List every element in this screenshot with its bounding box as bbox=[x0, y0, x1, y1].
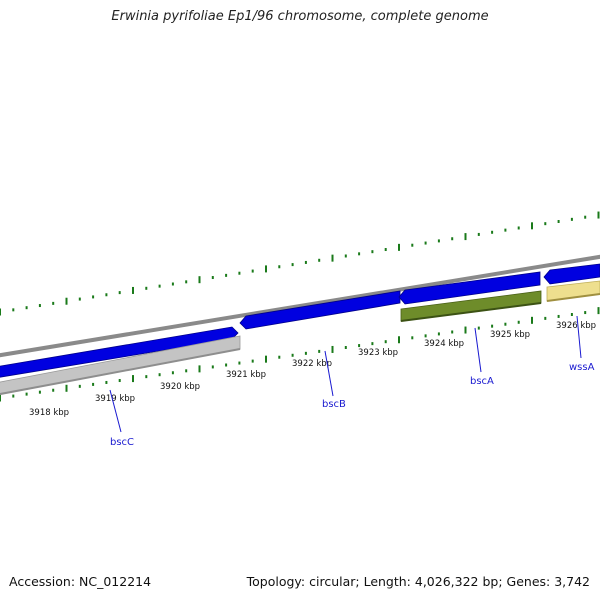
gene-label-bscA[interactable]: bscA bbox=[470, 376, 494, 387]
gene-arrow-bscB-block[interactable] bbox=[239, 290, 401, 330]
scale-labels: 3918 kbp 3919 kbp 3920 kbp 3921 kbp 3922… bbox=[29, 321, 596, 418]
tick-label: 3924 kbp bbox=[424, 339, 464, 349]
gene-arrow-wssA-block[interactable] bbox=[543, 263, 600, 285]
tick-label: 3920 kbp bbox=[160, 382, 200, 392]
tick-label: 3926 kbp bbox=[556, 321, 596, 331]
feature-olive-shadow bbox=[400, 302, 542, 322]
tick-label: 3921 kbp bbox=[226, 370, 266, 380]
feature-yellow[interactable] bbox=[546, 280, 600, 302]
tick-label: 3922 kbp bbox=[292, 359, 332, 369]
chromosome-backbone bbox=[0, 254, 600, 358]
tick-label: 3919 kbp bbox=[95, 394, 135, 404]
gene-label-leaders bbox=[109, 315, 582, 433]
gene-label-bscC[interactable]: bscC bbox=[110, 437, 134, 448]
tick-label: 3918 kbp bbox=[29, 408, 69, 418]
inner-tick-track bbox=[0, 307, 600, 402]
map-title: Erwinia pyrifoliae Ep1/96 chromosome, co… bbox=[111, 9, 489, 24]
topology-text: Topology: circular; Length: 4,026,322 bp… bbox=[246, 574, 590, 589]
feature-gray-shadow bbox=[0, 348, 241, 396]
gene-label-bscB[interactable]: bscB bbox=[322, 399, 346, 410]
leader-bscA bbox=[474, 327, 482, 373]
accession-text: Accession: NC_012214 bbox=[9, 574, 152, 589]
gene-arrow-bscC-block[interactable] bbox=[0, 326, 239, 378]
leader-bscB bbox=[324, 350, 334, 397]
gene-arrow-bscA-block[interactable] bbox=[398, 271, 541, 305]
feature-yellow-shadow bbox=[546, 293, 600, 302]
gene-label-wssA[interactable]: wssA bbox=[569, 362, 595, 373]
leader-wssA bbox=[576, 315, 582, 359]
outer-tick-track bbox=[0, 211, 600, 316]
leader-bscC bbox=[109, 389, 122, 433]
tick-label: 3923 kbp bbox=[358, 348, 398, 358]
tick-label: 3925 kbp bbox=[490, 330, 530, 340]
